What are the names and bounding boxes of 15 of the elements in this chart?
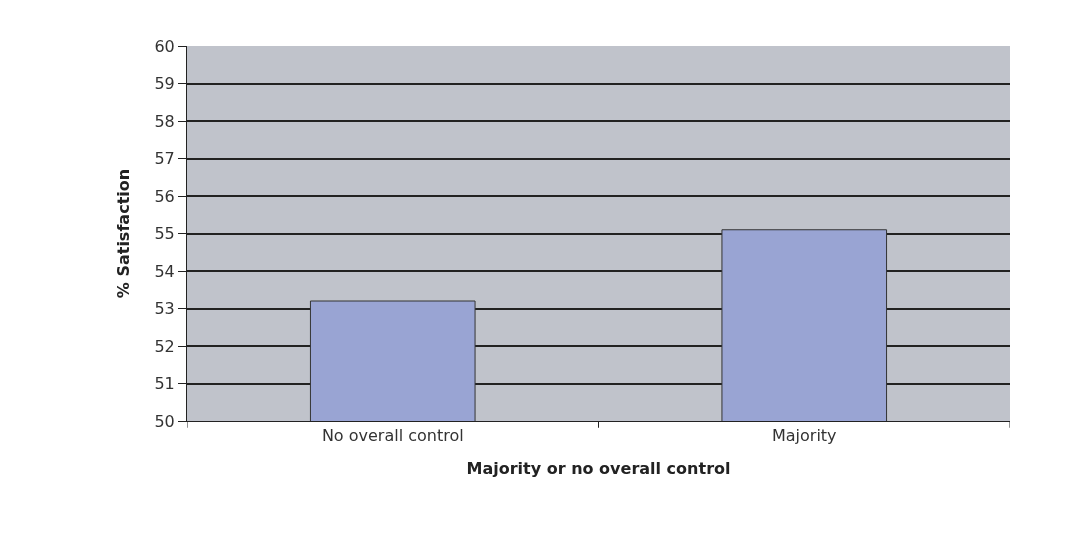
y-tick-label: 54 [154, 261, 175, 281]
y-tick-label: 58 [154, 111, 175, 131]
y-tick-label: 56 [154, 186, 175, 206]
y-axis-title: % Satisfaction [114, 168, 134, 299]
y-tick-label: 52 [154, 336, 175, 356]
y-tick-label: 59 [154, 74, 175, 94]
x-axis-title: Majority or no overall control [466, 458, 731, 478]
x-tick-label: Majority [771, 426, 837, 446]
y-tick-label: 57 [154, 149, 175, 169]
y-tick-label: 55 [154, 224, 175, 244]
y-tick-label: 50 [154, 411, 175, 431]
y-tick-label: 51 [154, 374, 175, 394]
x-tick-label: No overall control [321, 426, 464, 446]
y-tick-label: 53 [154, 299, 175, 319]
y-tick-label: 60 [154, 36, 175, 56]
